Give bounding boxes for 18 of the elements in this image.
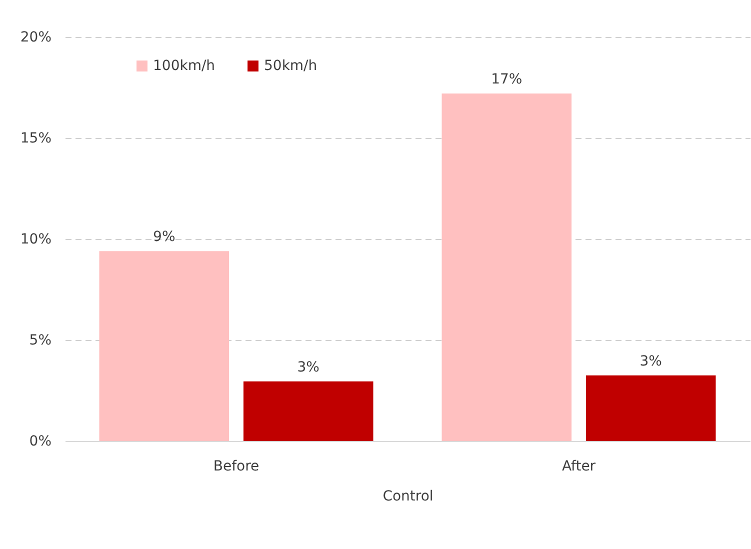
data-label: 9% (153, 229, 176, 246)
x-axis-title: Control (382, 488, 434, 504)
bar (99, 251, 230, 441)
bar (243, 381, 374, 441)
legend-label: 100km/h (153, 58, 216, 74)
y-tick-label: 15% (20, 130, 52, 146)
data-label: 3% (640, 353, 662, 370)
bar (442, 94, 572, 441)
x-tick-label: After (562, 458, 596, 474)
bar (586, 375, 716, 441)
y-tick-label: 0% (29, 434, 52, 450)
legend-label: 50km/h (264, 58, 318, 74)
data-label: 3% (297, 359, 320, 376)
x-tick-label: Before (213, 458, 260, 474)
y-tick-label: 5% (29, 332, 52, 348)
y-tick-label: 10% (20, 232, 52, 248)
y-tick-label: 20% (20, 30, 52, 46)
data-label: 17% (491, 72, 522, 88)
